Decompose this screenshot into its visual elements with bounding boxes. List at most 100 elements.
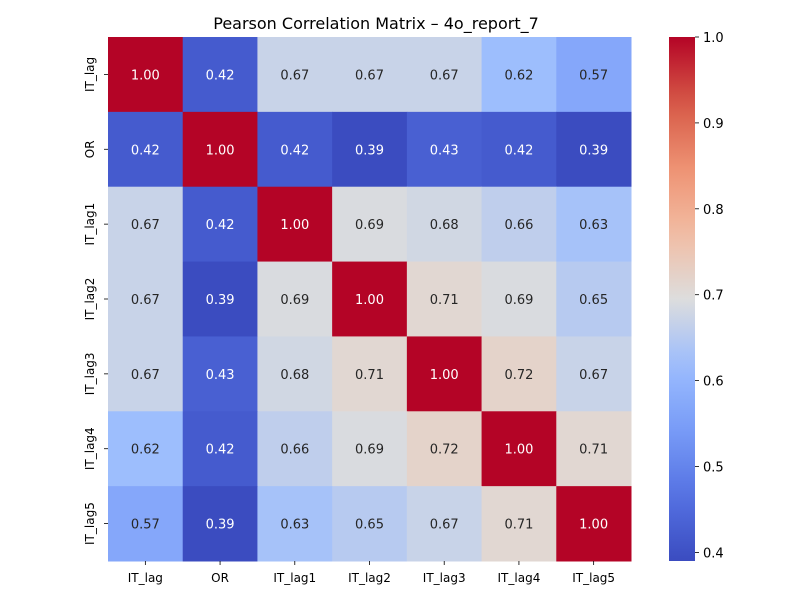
- colorbar-tick-label: 0.4: [703, 546, 724, 561]
- heatmap-cell: [481, 186, 557, 263]
- heatmap-cell-value: 1.00: [430, 368, 459, 383]
- heatmap-cell: [481, 486, 557, 562]
- x-tick-label: IT_lag4: [498, 571, 541, 585]
- heatmap-cell-value: 0.39: [355, 143, 384, 158]
- heatmap-cell-value: 0.63: [579, 218, 608, 233]
- heatmap-cell-value: 1.00: [131, 68, 160, 83]
- heatmap-cell-value: 1.00: [206, 143, 235, 158]
- heatmap-cell-value: 0.72: [504, 368, 533, 383]
- heatmap-cell-value: 0.42: [206, 218, 235, 233]
- x-tick-label: IT_lag1: [273, 571, 316, 585]
- heatmap-cell-value: 0.69: [504, 293, 533, 308]
- heatmap-cell: [108, 111, 184, 188]
- x-tick-label: IT_lag5: [572, 571, 615, 585]
- colorbar-tick-label: 0.8: [703, 203, 724, 218]
- heatmap-cell-value: 0.67: [280, 68, 309, 83]
- heatmap-cell-value: 0.65: [355, 518, 384, 533]
- heatmap-cell-value: 0.42: [206, 443, 235, 458]
- x-axis-ticks: IT_lag OR IT_lag1 IT_lag2 IT_lag3 IT_lag4 IT_l…: [128, 561, 615, 585]
- y-tick-label: IT_lag5: [83, 502, 97, 545]
- heatmap-cell: [257, 261, 333, 337]
- heatmap-cell: [257, 111, 333, 188]
- heatmap-cell: [182, 411, 258, 487]
- heatmap-cell: [257, 336, 333, 412]
- heatmap-cell-value: 1.00: [579, 518, 608, 533]
- x-tick-label: OR: [211, 571, 229, 585]
- heatmap-cell: [556, 411, 632, 487]
- heatmap-cell: [332, 111, 408, 188]
- heatmap-cell-value: 0.42: [131, 143, 160, 158]
- heatmap-cell-value: 0.62: [504, 68, 533, 83]
- heatmap-cell-value: 0.43: [430, 143, 459, 158]
- heatmap-cell-value: 0.69: [280, 293, 309, 308]
- heatmap-cell-value: 0.67: [131, 218, 160, 233]
- heatmap-cell: [406, 186, 483, 263]
- heatmap-cell-value: 0.67: [430, 68, 459, 83]
- heatmap-cell: [182, 486, 258, 562]
- colorbar-tick-label: 0.7: [703, 289, 724, 304]
- heatmap-cell-value: 0.68: [430, 218, 459, 233]
- heatmap-cell: [481, 37, 557, 113]
- heatmap-cell: [182, 186, 258, 263]
- heatmap-cell-value: 0.65: [579, 293, 608, 308]
- heatmap-cell: [332, 261, 408, 337]
- heatmap-cell-value: 0.67: [430, 518, 459, 533]
- heatmap-cell-value: 0.69: [355, 218, 384, 233]
- heatmap-cell: [406, 336, 483, 412]
- colorbar-tick-label: 0.9: [703, 117, 724, 132]
- heatmap-cell-value: 0.66: [504, 218, 533, 233]
- heatmap-cell-value: 1.00: [355, 293, 384, 308]
- heatmap-cell: [406, 111, 483, 188]
- heatmap-cell: [556, 486, 632, 562]
- heatmap-cell: [556, 186, 632, 263]
- heatmap-cells: 1.00 0.42 0.67 0.67 0.67 0.62 0.57 0.42 1.00 0.42…: [108, 37, 632, 562]
- heatmap-cell-value: 1.00: [280, 218, 309, 233]
- y-tick-label: IT_lag: [83, 57, 97, 92]
- x-tick-label: IT_lag3: [423, 571, 466, 585]
- heatmap-cell: [182, 336, 258, 412]
- heatmap-cell-value: 0.71: [579, 443, 608, 458]
- heatmap-cell: [556, 261, 632, 337]
- heatmap-cell-value: 0.62: [131, 443, 160, 458]
- heatmap-cell-value: 0.39: [206, 293, 235, 308]
- heatmap-cell: [481, 336, 557, 412]
- heatmap-cell: [406, 37, 483, 113]
- heatmap-cell-value: 0.71: [430, 293, 459, 308]
- heatmap-cell: [257, 186, 333, 263]
- heatmap-cell-value: 0.67: [579, 368, 608, 383]
- heatmap-cell: [108, 336, 184, 412]
- heatmap-cell: [108, 261, 184, 337]
- heatmap-cell: [556, 336, 632, 412]
- heatmap-cell-value: 0.69: [355, 443, 384, 458]
- heatmap-cell-value: 0.66: [280, 443, 309, 458]
- heatmap-cell-value: 0.39: [579, 143, 608, 158]
- colorbar-tick-label: 0.5: [703, 461, 724, 476]
- heatmap-cell-value: 0.42: [504, 143, 533, 158]
- heatmap-cell-value: 0.42: [206, 68, 235, 83]
- heatmap-cell: [108, 486, 184, 562]
- heatmap-cell-value: 1.00: [504, 443, 533, 458]
- heatmap-cell-value: 0.67: [131, 368, 160, 383]
- heatmap-cell: [182, 111, 258, 188]
- colorbar: 1.0 0.9 0.8 0.7 0.6 0.5 0.4: [669, 31, 724, 561]
- heatmap-cell: [108, 37, 184, 113]
- heatmap-cell: [182, 261, 258, 337]
- heatmap-cell: [556, 37, 632, 113]
- y-tick-label: IT_lag2: [83, 278, 97, 321]
- heatmap-cell-value: 0.57: [131, 518, 160, 533]
- heatmap-cell: [257, 37, 333, 113]
- y-tick-label: IT_lag3: [83, 352, 97, 395]
- colorbar-gradient: [669, 37, 695, 561]
- heatmap-cell: [481, 411, 557, 487]
- heatmap-cell: [556, 111, 632, 188]
- heatmap-cell: [406, 486, 483, 562]
- heatmap-cell: [108, 411, 184, 487]
- heatmap-cell-value: 0.43: [206, 368, 235, 383]
- y-tick-label: IT_lag1: [83, 203, 97, 246]
- heatmap-cell-value: 0.72: [430, 443, 459, 458]
- y-tick-label: IT_lag4: [83, 427, 97, 470]
- heatmap-cell: [257, 411, 333, 487]
- heatmap-cell: [406, 261, 483, 337]
- heatmap-cell: [332, 336, 408, 412]
